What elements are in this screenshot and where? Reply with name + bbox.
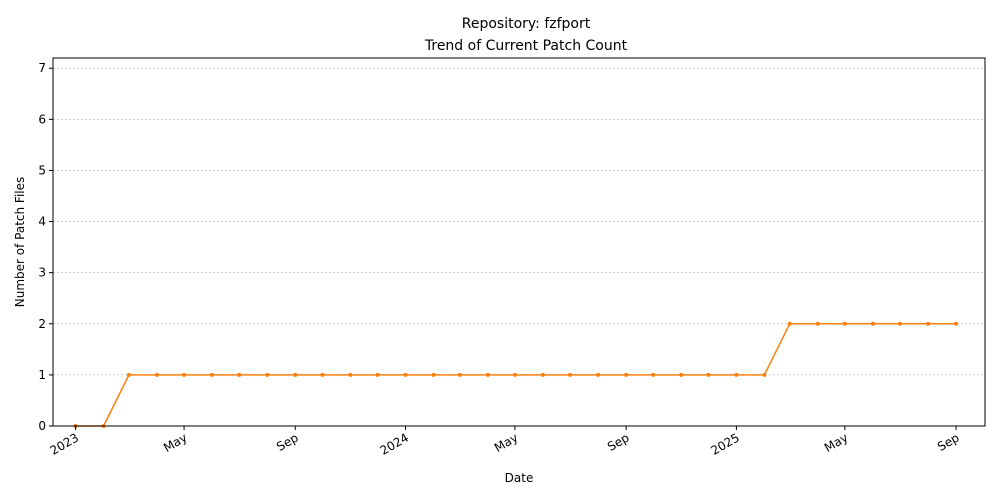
data-point xyxy=(348,372,353,377)
data-point xyxy=(457,372,462,377)
data-point xyxy=(679,372,684,377)
data-point xyxy=(898,321,903,326)
gridlines xyxy=(53,67,985,376)
y-tick-label: 1 xyxy=(38,368,46,382)
data-point xyxy=(651,372,656,377)
chart-subtitle: Trend of Current Patch Count xyxy=(424,38,628,54)
y-tick-label: 5 xyxy=(38,163,46,177)
y-axis-label: Number of Patch Files xyxy=(13,177,27,308)
y-tick-label: 2 xyxy=(38,317,46,331)
data-point xyxy=(237,372,242,377)
data-point xyxy=(954,321,959,326)
x-tick-label: 2024 xyxy=(378,430,411,457)
data-point xyxy=(126,372,131,377)
data-point xyxy=(787,321,792,326)
y-tick-label: 4 xyxy=(38,215,46,229)
x-tick-label: Sep xyxy=(935,430,962,453)
data-points xyxy=(73,321,959,428)
data-point xyxy=(293,372,298,377)
data-point xyxy=(210,372,215,377)
x-axis-ticks: 2023 May Sep 2024 May Sep 2025 May Sep xyxy=(48,426,962,458)
data-point xyxy=(512,372,517,377)
data-point xyxy=(926,321,931,326)
data-point xyxy=(265,372,270,377)
data-point xyxy=(431,372,436,377)
data-point xyxy=(154,372,159,377)
data-point xyxy=(706,372,711,377)
x-tick-label: May xyxy=(492,430,520,455)
data-point xyxy=(375,372,380,377)
data-point xyxy=(870,321,875,326)
x-tick-label: Sep xyxy=(605,430,632,453)
plot-area-frame xyxy=(52,57,986,427)
data-point xyxy=(842,321,847,326)
data-point xyxy=(815,321,820,326)
chart-title: Repository: fzfport xyxy=(462,16,591,32)
data-point xyxy=(320,372,325,377)
x-tick-label: May xyxy=(822,430,850,455)
data-point xyxy=(624,372,629,377)
x-tick-label: Sep xyxy=(274,430,301,453)
y-tick-label: 6 xyxy=(38,112,46,126)
data-point xyxy=(596,372,601,377)
y-tick-label: 3 xyxy=(38,266,46,280)
x-tick-label: 2025 xyxy=(708,430,741,457)
data-point xyxy=(403,372,408,377)
x-tick-label: 2023 xyxy=(48,430,81,457)
data-point xyxy=(182,372,187,377)
data-point xyxy=(540,372,545,377)
y-tick-label: 0 xyxy=(38,419,46,433)
data-point xyxy=(734,372,739,377)
y-tick-label: 7 xyxy=(38,61,46,75)
y-axis-ticks: 0 1 2 3 4 5 6 7 xyxy=(38,61,53,433)
x-axis-label: Date xyxy=(505,471,534,485)
data-point xyxy=(485,372,490,377)
data-point xyxy=(568,372,573,377)
x-tick-label: May xyxy=(161,430,189,455)
data-point xyxy=(762,372,767,377)
